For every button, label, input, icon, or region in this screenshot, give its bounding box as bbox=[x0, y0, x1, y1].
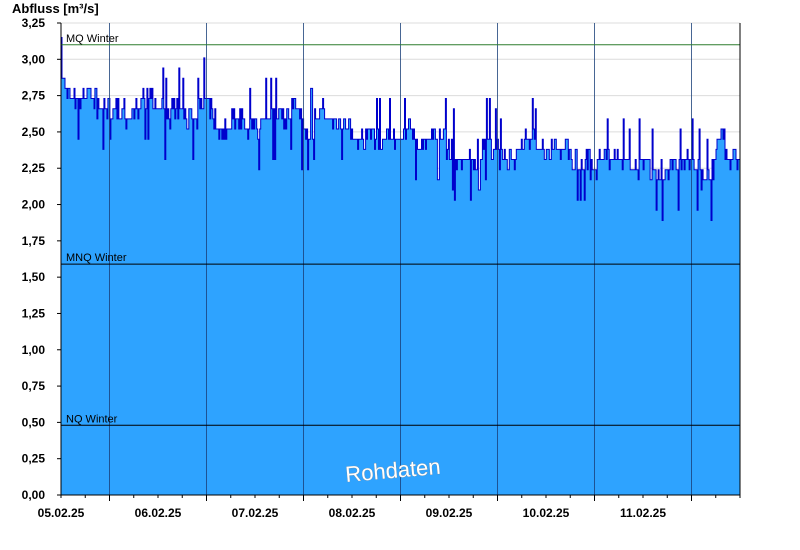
y-tick-label: 2,75 bbox=[22, 89, 46, 103]
y-tick-label: 3,00 bbox=[22, 52, 46, 66]
x-tick-label: 08.02.25 bbox=[329, 506, 376, 520]
x-tick-label: 09.02.25 bbox=[426, 506, 473, 520]
x-tick-label: 10.02.25 bbox=[523, 506, 570, 520]
y-tick-label: 1,25 bbox=[22, 306, 46, 320]
y-tick-label: 0,25 bbox=[22, 452, 46, 466]
y-tick-label: 2,25 bbox=[22, 161, 46, 175]
reference-line-label: MQ Winter bbox=[66, 33, 119, 45]
y-tick-label: 1,00 bbox=[22, 343, 46, 357]
reference-line-label: NQ Winter bbox=[66, 413, 118, 425]
y-tick-label: 2,00 bbox=[22, 198, 46, 212]
plot-area bbox=[61, 22, 741, 496]
y-tick-label: 0,50 bbox=[22, 415, 46, 429]
x-tick-label: 05.02.25 bbox=[38, 506, 85, 520]
reference-lines: MQ Winter MNQ Winter NQ Winter bbox=[61, 33, 740, 426]
y-tick-label: 1,75 bbox=[22, 234, 46, 248]
y-axis-label: Abfluss [m³/s] bbox=[12, 1, 99, 16]
y-tick-label: 0,00 bbox=[22, 488, 46, 502]
y-tick-label: 1,50 bbox=[22, 270, 46, 284]
x-tick-label: 07.02.25 bbox=[232, 506, 279, 520]
reference-line-label: MNQ Winter bbox=[66, 252, 127, 264]
y-tick-label: 0,75 bbox=[22, 379, 46, 393]
series-line bbox=[61, 37, 741, 221]
x-tick-label: 06.02.25 bbox=[135, 506, 182, 520]
y-tick-label: 2,50 bbox=[22, 125, 46, 139]
axes: 0,00 0,25 0,50 0,75 1,00 1,25 1,50 1,75 2,00 2,25… bbox=[22, 16, 741, 520]
y-tick-label: 3,25 bbox=[22, 16, 46, 30]
x-tick-label: 11.02.25 bbox=[620, 506, 666, 520]
